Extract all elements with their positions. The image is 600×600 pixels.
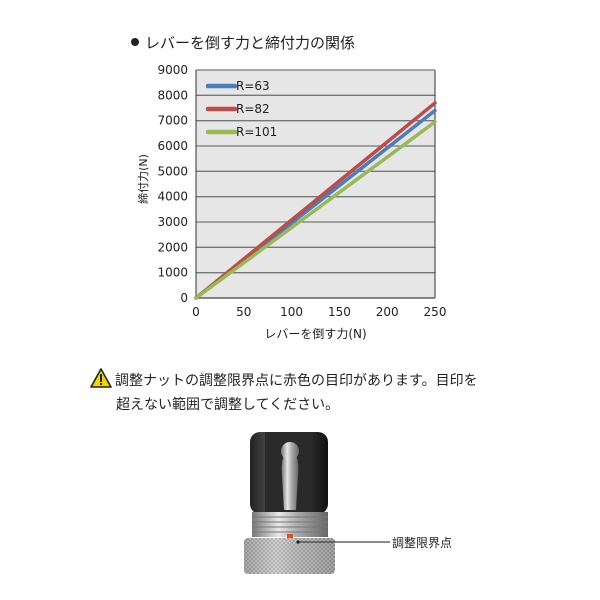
y-tick-label: 9000 <box>157 63 188 77</box>
y-tick-label: 4000 <box>157 190 188 204</box>
chart-title: レバーを倒す力と締付力の関係 <box>131 32 355 53</box>
warning-text-line1: 調整ナットの調整限界点に赤色の目印があります。目印を <box>115 373 478 389</box>
red-limit-mark <box>287 534 293 539</box>
x-tick-label: 200 <box>376 305 399 319</box>
callout-label: 調整限界点 <box>392 536 453 550</box>
x-tick-label: 100 <box>280 305 303 319</box>
bullet-icon <box>131 37 139 46</box>
x-tick-label: 0 <box>192 305 200 319</box>
legend-label: R=101 <box>236 125 277 139</box>
series-line-r-82 <box>194 101 437 300</box>
legend-label: R=82 <box>236 102 270 116</box>
x-axis-label: レバーを倒す力(N) <box>264 327 366 341</box>
warning-text-line2: 超えない範囲で調整してください。 <box>116 397 340 413</box>
x-tick-label: 150 <box>328 305 351 319</box>
y-tick-label: 7000 <box>157 114 188 128</box>
x-tick-label: 250 <box>424 305 447 319</box>
adjust-nut-photo <box>244 432 390 574</box>
y-tick-label: 5000 <box>157 164 188 178</box>
chart-title-text: レバーを倒す力と締付力の関係 <box>145 34 356 52</box>
y-tick-label: 6000 <box>157 139 188 153</box>
y-tick-label: 1000 <box>157 266 188 280</box>
warning-triangle-icon <box>90 368 112 388</box>
y-tick-label: 2000 <box>157 240 188 254</box>
legend-label: R=63 <box>236 79 270 93</box>
y-tick-label: 0 <box>180 291 188 305</box>
warning-note: 調整ナットの調整限界点に赤色の目印があります。目印を 超えない範囲で調整してくだ… <box>90 368 478 417</box>
x-tick-label: 50 <box>236 305 251 319</box>
y-tick-label: 3000 <box>157 215 188 229</box>
line-chart: 0 1000 2000 3000 4000 5000 6000 7000 8000 9000 0 50… <box>136 63 447 341</box>
plot-area <box>196 70 435 298</box>
y-axis-label: 締付力(N) <box>136 154 150 204</box>
series-line-r-101 <box>194 120 437 300</box>
y-tick-label: 8000 <box>157 88 188 102</box>
